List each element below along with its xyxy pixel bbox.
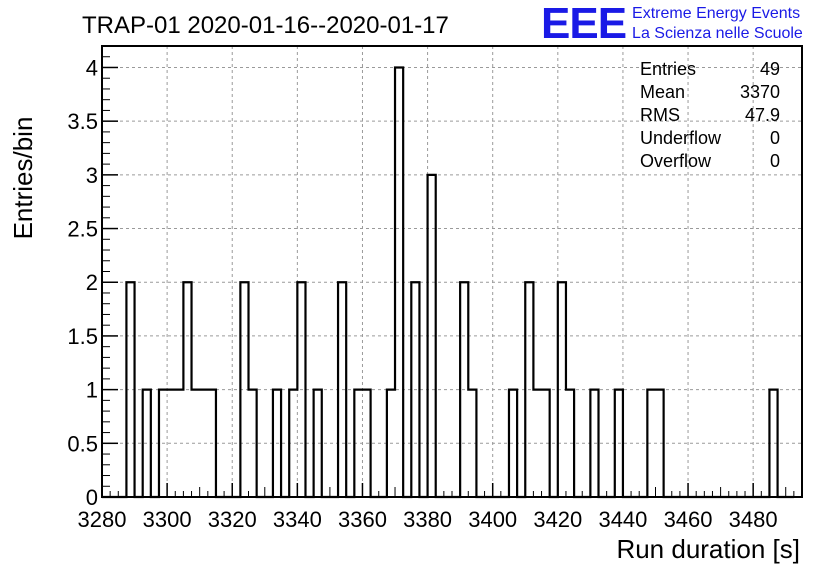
histogram-bin bbox=[460, 282, 468, 497]
x-tick-label: 3460 bbox=[664, 507, 713, 532]
x-tick-label: 3400 bbox=[468, 507, 517, 532]
histogram-bin bbox=[387, 390, 395, 497]
x-tick-label: 3340 bbox=[273, 507, 322, 532]
eee-logo: EEE Extreme Energy Events La Scienza nel… bbox=[541, 2, 803, 46]
histogram-bin bbox=[468, 390, 476, 497]
grid-lines bbox=[101, 46, 802, 498]
y-tick-label: 2.5 bbox=[67, 217, 98, 242]
y-tick-label: 1.5 bbox=[67, 324, 98, 349]
histogram-bin bbox=[192, 390, 200, 497]
chart-title: TRAP-01 2020-01-16--2020-01-17 bbox=[82, 12, 449, 39]
x-tick-label: 3380 bbox=[403, 507, 452, 532]
y-tick-label: 2 bbox=[86, 270, 98, 295]
stats-box: Entries 49 Mean 3370 RMS 47.9 Underflow … bbox=[640, 58, 780, 173]
histogram-bin bbox=[208, 390, 216, 497]
histogram-bin bbox=[338, 282, 346, 497]
axis-ticks bbox=[101, 56, 803, 498]
histogram-bin bbox=[200, 390, 208, 497]
logo-line-1: Extreme Energy Events bbox=[632, 5, 801, 22]
stat-overflow: Overflow 0 bbox=[640, 150, 780, 173]
stat-rms-label: RMS bbox=[640, 105, 680, 125]
histogram-bin bbox=[769, 390, 777, 497]
x-tick-label: 3320 bbox=[208, 507, 257, 532]
stat-rms-value: 47.9 bbox=[744, 105, 780, 125]
histogram-bin bbox=[533, 390, 541, 497]
y-tick-label: 4 bbox=[86, 55, 98, 80]
x-tick-label: 3440 bbox=[598, 507, 647, 532]
stat-mean: Mean 3370 bbox=[640, 81, 780, 104]
x-tick-label: 3280 bbox=[78, 507, 127, 532]
histogram-bin bbox=[273, 390, 281, 497]
eee-logo-mark: EEE bbox=[541, 0, 627, 48]
stat-underflow-label: Underflow bbox=[640, 128, 722, 148]
x-tick-label: 3480 bbox=[729, 507, 778, 532]
stat-underflow-value: 0 bbox=[769, 128, 780, 148]
stat-overflow-label: Overflow bbox=[640, 151, 712, 171]
histogram-bin bbox=[428, 175, 436, 497]
histogram-bin bbox=[566, 390, 574, 497]
histogram-bin bbox=[167, 390, 175, 497]
histogram-bin bbox=[297, 282, 305, 497]
stat-entries-label: Entries bbox=[640, 59, 697, 79]
histogram-bin bbox=[395, 67, 403, 497]
stat-entries-value: 49 bbox=[759, 59, 780, 79]
histogram-bin bbox=[289, 390, 297, 497]
stat-mean-value: 3370 bbox=[739, 82, 780, 102]
x-tick-label: 3360 bbox=[338, 507, 387, 532]
x-axis-title: Run duration [s] bbox=[616, 534, 800, 564]
histogram-bin bbox=[411, 282, 419, 497]
histogram-bin bbox=[647, 390, 655, 497]
stat-overflow-value: 0 bbox=[769, 151, 780, 171]
histogram-bin bbox=[590, 390, 598, 497]
stat-rms: RMS 47.9 bbox=[640, 104, 780, 127]
y-axis-title: Entries/bin bbox=[8, 117, 38, 240]
histogram-bin bbox=[183, 282, 191, 497]
histogram-bin bbox=[542, 390, 550, 497]
histogram-bin bbox=[143, 390, 151, 497]
histogram-bin bbox=[175, 390, 183, 497]
stat-entries: Entries 49 bbox=[640, 58, 780, 81]
logo-line-2: La Scienza nelle Scuole bbox=[632, 25, 803, 42]
histogram-bin bbox=[525, 282, 533, 497]
eee-logo-text: Extreme Energy Events La Scienza nelle S… bbox=[632, 4, 803, 44]
histogram-bin bbox=[314, 390, 322, 497]
y-tick-label: 3 bbox=[86, 163, 98, 188]
histogram-bin bbox=[655, 390, 663, 497]
histogram-bin bbox=[159, 390, 167, 497]
stat-mean-label: Mean bbox=[640, 82, 686, 102]
tick-labels: 3280 3300 3320 3340 3360 3380 3400 3420 3440 3460… bbox=[67, 55, 777, 532]
x-tick-label: 3420 bbox=[533, 507, 582, 532]
histogram-bin bbox=[354, 390, 362, 497]
histogram-bin bbox=[240, 282, 248, 497]
y-tick-label: 1 bbox=[86, 378, 98, 403]
y-tick-label: 3.5 bbox=[67, 109, 98, 134]
histogram-bin bbox=[126, 282, 134, 497]
histogram-bin bbox=[615, 390, 623, 497]
y-tick-label: 0 bbox=[86, 485, 98, 510]
histogram-bin bbox=[362, 390, 370, 497]
stat-underflow: Underflow 0 bbox=[640, 127, 780, 150]
histogram-bin bbox=[558, 282, 566, 497]
histogram-bin bbox=[509, 390, 517, 497]
histogram-bin bbox=[249, 390, 257, 497]
x-tick-label: 3300 bbox=[143, 507, 192, 532]
y-tick-label: 0.5 bbox=[67, 431, 98, 456]
